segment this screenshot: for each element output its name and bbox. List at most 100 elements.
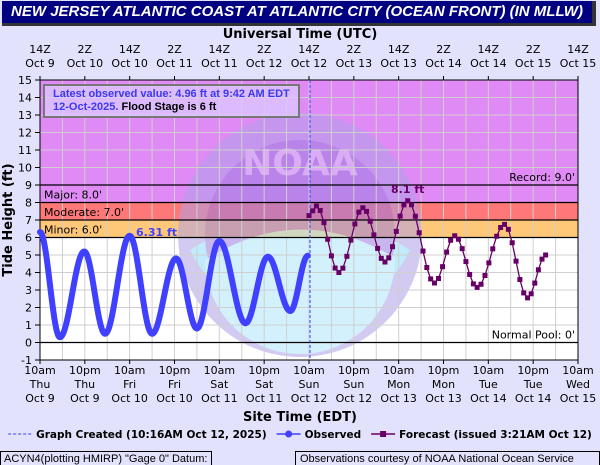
forecast-point [535,267,541,273]
forecast-point [306,213,312,219]
title-bar [2,1,596,26]
forecast-point [517,277,523,282]
forecast-point [436,275,442,281]
x-tick-label: Thu [29,378,51,391]
top-tick-label: Oct 13 [380,57,417,70]
forecast-point [416,230,422,236]
x-tick-label: Mon [432,378,455,391]
x-axis-title: Site Time (EDT) [243,410,357,425]
forecast-point [444,249,450,255]
forecast-point [420,248,426,254]
forecast-point [371,232,377,238]
forecast-point [310,208,316,214]
top-tick-label: 2Z [347,43,362,56]
forecast-point [360,205,366,211]
forecast-point [364,208,370,214]
forecast-max-label: 8.1 ft [391,183,424,196]
x-tick-label: Oct 13 [425,392,462,405]
footer-left: ACYN4(plotting HMIRP) "Gage 0" Datum: 0' [0,451,212,465]
top-tick-label: Oct 15 [560,57,597,70]
top-tick-label: 14Z [567,43,589,56]
forecast-point [386,255,392,261]
y-tick-label: 1 [25,319,32,332]
forecast-point [356,209,362,215]
top-tick-label: Oct 11 [201,57,238,70]
x-tick-label: 10pm [159,364,191,377]
forecast-point [494,233,500,239]
x-tick-label: Oct 12 [291,392,328,405]
forecast-point [378,255,384,261]
y-tick-label: 6 [25,232,32,245]
top-tick-label: Oct 10 [67,57,104,70]
top-tick-label: Oct 15 [515,57,552,70]
x-tick-label: Sat [210,378,229,391]
observed-max-label: 6.31 ft [136,226,177,239]
forecast-point [424,265,430,271]
x-tick-label: 10am [293,364,324,377]
x-tick-label: Mon [387,378,410,391]
forecast-point [352,221,358,227]
legend-forecast-label: Forecast (issued 3:21AM Oct 12) [399,429,592,441]
forecast-point [498,224,504,230]
x-tick-label: 10pm [428,364,460,377]
y-tick-label: 2 [25,302,32,315]
x-tick-label: 10am [383,364,414,377]
x-tick-label: Sun [299,378,320,391]
legend-forecast-marker [380,431,387,437]
forecast-point [482,273,488,279]
latest-line1: Latest observed value: 4.96 ft at 9:42 A… [53,88,290,100]
forecast-point [525,295,531,301]
forecast-point [470,281,476,287]
top-tick-label: Oct 13 [336,57,373,70]
forecast-point [431,280,437,286]
y-tick-label: 12 [18,127,32,140]
latest-date: 12-Oct-2025. [53,101,119,113]
x-tick-label: Oct 14 [470,392,507,405]
moderate-label: Moderate: 7.0' [44,206,124,219]
legend-observed-marker [285,430,293,438]
top-tick-label: 14Z [119,43,141,56]
latest-observed-box: Latest observed value: 4.96 ft at 9:42 A… [43,84,300,118]
x-tick-label: Oct 14 [515,392,552,405]
forecast-point [459,246,465,252]
top-tick-label: 14Z [298,43,320,56]
y-tick-label: 5 [25,249,32,262]
y-tick-label: 14 [18,92,32,105]
forecast-point [390,244,396,250]
forecast-point [543,252,549,258]
x-tick-label: Sat [255,378,274,391]
forecast-point [409,202,415,208]
forecast-point [490,246,496,252]
forecast-point [375,245,381,251]
watermark-noaa-text: NOAA [242,143,358,184]
x-tick-label: 10pm [517,364,549,377]
y-tick-label: 10 [18,162,32,175]
forecast-point [401,202,407,208]
forecast-point [532,280,538,286]
x-tick-label: 10am [562,364,593,377]
forecast-point [455,236,461,242]
forecast-point [340,265,346,271]
top-tick-label: 14Z [209,43,231,56]
forecast-point [367,218,373,224]
x-tick-label: Tue [478,378,498,391]
forecast-point [509,240,515,246]
top-tick-label: 14Z [478,43,500,56]
footer-right: Observations courtesy of NOAA National O… [295,451,600,465]
x-tick-label: Thu [73,378,95,391]
x-tick-label: Oct 11 [201,392,238,405]
forecast-point [328,253,334,259]
x-tick-label: Oct 10 [111,392,148,405]
top-tick-label: 2Z [436,43,451,56]
x-tick-label: Tue [523,378,543,391]
x-tick-label: Oct 10 [156,392,193,405]
record-label: Record: 9.0' [509,171,575,184]
forecast-point [313,203,319,209]
forecast-point [448,237,454,243]
major-label: Major: 8.0' [44,189,102,202]
forecast-point [393,228,399,234]
y-tick-label: 9 [25,179,32,192]
forecast-point [539,256,545,262]
x-tick-label: 10pm [338,364,370,377]
